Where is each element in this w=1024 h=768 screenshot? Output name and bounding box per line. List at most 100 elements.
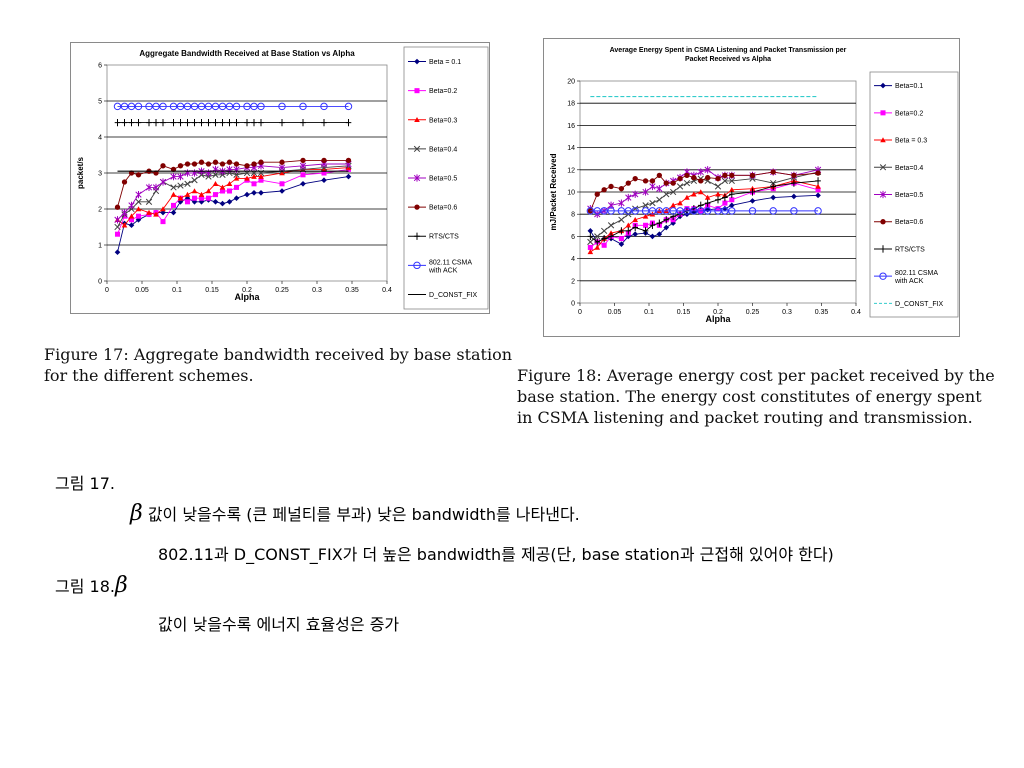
- fig17-data-point-beta-0-1: [191, 199, 198, 205]
- fig17-data-point-beta-0-2: [233, 184, 240, 190]
- fig18-data-point-beta-0-3: [704, 194, 711, 200]
- fig18-data-point-beta-0-1: [670, 220, 676, 226]
- fig18-data-point-rts-cts: [632, 223, 638, 232]
- fig18-legend-marker: [879, 272, 887, 280]
- fig18-x-tick-label: 0.35: [815, 309, 829, 316]
- fig18-data-point-beta-0-3: [815, 183, 821, 189]
- fig18-data-point-beta-0-2: [601, 242, 607, 248]
- fig17-data-point-beta-0-3: [251, 173, 257, 179]
- fig18-data-point-802-11-csma-with-ack: [703, 207, 712, 215]
- fig18-data-point-beta-0-5: [649, 182, 656, 191]
- fig17-legend-item-rts-cts: RTS/CTS: [408, 232, 459, 241]
- fig17-data-point-beta-0-5: [121, 208, 128, 217]
- fig18-data-point-beta-0-3: [715, 191, 721, 197]
- fig17-data-point-beta-0-4: [114, 223, 121, 231]
- fig17-series-beta-0-3: [114, 164, 352, 228]
- fig17-data-point-rts-cts: [191, 118, 198, 127]
- fig17-data-point-802-11-csma-with-ack: [197, 102, 206, 111]
- fig18-legend-label: 802.11 CSMA: [895, 270, 938, 277]
- figure17-caption: Figure 17: Aggregate bandwidth received …: [44, 344, 524, 386]
- fig17-data-point-802-11-csma-with-ack: [176, 102, 185, 111]
- fig17-data-point-beta-0-6: [184, 161, 191, 167]
- fig18-y-tick-label: 8: [571, 212, 575, 219]
- fig17-data-point-beta-0-3: [258, 173, 264, 179]
- fig17-x-tick-label: 0.35: [345, 287, 359, 294]
- fig18-legend-label: Beta=0.1: [895, 83, 923, 90]
- fig17-data-point-beta-0-6: [135, 172, 142, 178]
- fig18-data-point-beta-0-6: [618, 186, 625, 192]
- fig17-data-point-beta-0-2: [114, 231, 121, 237]
- note-figure17-beta-row: β 값이 낮을수록 (큰 페널티를 부과) 낮은 bandwidth를 나타낸다…: [130, 501, 580, 526]
- fig17-data-point-beta-0-2: [135, 213, 142, 219]
- fig18-series-rts-cts: [587, 177, 821, 246]
- fig18-y-tick-label: 18: [567, 101, 575, 108]
- fig17-data-point-802-11-csma-with-ack: [250, 102, 258, 111]
- fig18-data-point-beta-0-1: [632, 231, 638, 237]
- fig17-data-point-rts-cts: [205, 118, 212, 127]
- fig18-data-point-beta-0-6: [677, 176, 683, 182]
- fig18-data-point-beta-0-5: [656, 185, 663, 193]
- fig17-data-point-beta-0-1: [177, 199, 184, 205]
- fig18-data-point-beta-0-6: [691, 174, 697, 181]
- fig17-x-tick-label: 0.3: [312, 287, 322, 294]
- fig17-data-point-beta-0-1: [226, 199, 233, 205]
- fig18-series-802-11-csma-with-ack: [586, 207, 822, 215]
- fig17-data-point-beta-0-6: [300, 157, 306, 164]
- fig17-data-point-beta-0-1: [279, 188, 285, 194]
- fig17-data-point-beta-0-3: [219, 184, 226, 190]
- fig18-x-tick-label: 0.1: [644, 309, 654, 316]
- fig18-data-point-beta-0-6: [649, 178, 656, 184]
- fig17-x-axis-label: Alpha: [234, 292, 260, 302]
- fig18-data-point-beta-0-2: [729, 197, 735, 203]
- fig17-legend-item-beta-0-6: Beta=0.6: [408, 204, 457, 212]
- fig18-data-point-beta-0-4: [683, 179, 691, 187]
- fig17-legend-marker: [414, 88, 420, 94]
- fig17-data-point-802-11-csma-with-ack: [299, 102, 307, 111]
- figure18-caption-text: Average energy cost per packet received …: [517, 366, 995, 427]
- fig18-data-point-rts-cts: [704, 199, 711, 207]
- fig17-data-point-beta-0-3: [184, 191, 191, 197]
- fig17-data-point-beta-0-4: [170, 184, 177, 191]
- fig18-data-point-beta-0-2: [815, 187, 821, 193]
- fig18-legend-label: Beta = 0.3: [895, 138, 927, 145]
- fig17-data-point-802-11-csma-with-ack: [204, 102, 213, 111]
- fig18-legend-label: Beta=0.6: [895, 219, 923, 226]
- fig18-x-tick-label: 0.25: [746, 309, 760, 316]
- fig17-y-tick-label: 1: [98, 243, 102, 250]
- fig17-legend-item-beta-0-2: Beta=0.2: [408, 88, 457, 95]
- fig17-data-point-beta-0-4: [233, 171, 240, 178]
- fig18-x-tick-label: 0.2: [713, 309, 723, 316]
- fig17-legend-label: with ACK: [428, 267, 458, 274]
- fig17-data-point-beta-0-3: [128, 213, 135, 219]
- fig18-data-point-rts-cts: [749, 188, 756, 196]
- figure17-chart-svg: Aggregate Bandwidth Received at Base Sta…: [76, 46, 489, 310]
- fig18-data-point-beta-0-3: [684, 194, 690, 200]
- fig17-data-point-rts-cts: [121, 118, 128, 127]
- fig17-data-point-beta-0-1: [128, 222, 135, 228]
- fig18-legend-label: Beta=0.4: [895, 165, 923, 172]
- fig18-data-point-rts-cts: [594, 238, 601, 246]
- figure18-caption: Figure 18: Average energy cost per packe…: [517, 365, 995, 428]
- fig17-data-point-rts-cts: [279, 118, 285, 127]
- fig17-data-point-802-11-csma-with-ack: [120, 102, 129, 111]
- fig18-y-axis-label: mJ/Packet Received: [549, 153, 558, 230]
- fig17-data-point-beta-0-2: [198, 195, 205, 201]
- fig17-series-802-11-csma-with-ack: [113, 102, 353, 111]
- fig18-data-point-beta-0-2: [715, 206, 721, 212]
- figure17-chart: Aggregate Bandwidth Received at Base Sta…: [70, 42, 490, 314]
- fig17-data-point-802-11-csma-with-ack: [190, 102, 199, 111]
- fig18-data-point-rts-cts: [715, 196, 721, 204]
- note-figure18-title: 그림 18.: [55, 577, 115, 596]
- fig18-legend-marker: [880, 137, 886, 143]
- fig17-y-tick-label: 0: [98, 279, 102, 286]
- fig18-data-point-beta-0-5: [642, 188, 649, 196]
- fig17-data-point-rts-cts: [170, 118, 177, 127]
- fig18-data-point-beta-0-3: [625, 222, 632, 228]
- fig17-data-point-beta-0-5: [128, 201, 135, 210]
- fig18-data-point-beta-0-6: [791, 172, 797, 179]
- fig18-data-point-802-11-csma-with-ack: [748, 207, 757, 215]
- fig18-data-point-beta-0-5: [704, 166, 711, 174]
- fig17-data-point-beta-0-6: [160, 163, 166, 169]
- fig18-data-point-beta-0-2: [618, 236, 624, 242]
- fig17-data-point-beta-0-5: [170, 172, 177, 181]
